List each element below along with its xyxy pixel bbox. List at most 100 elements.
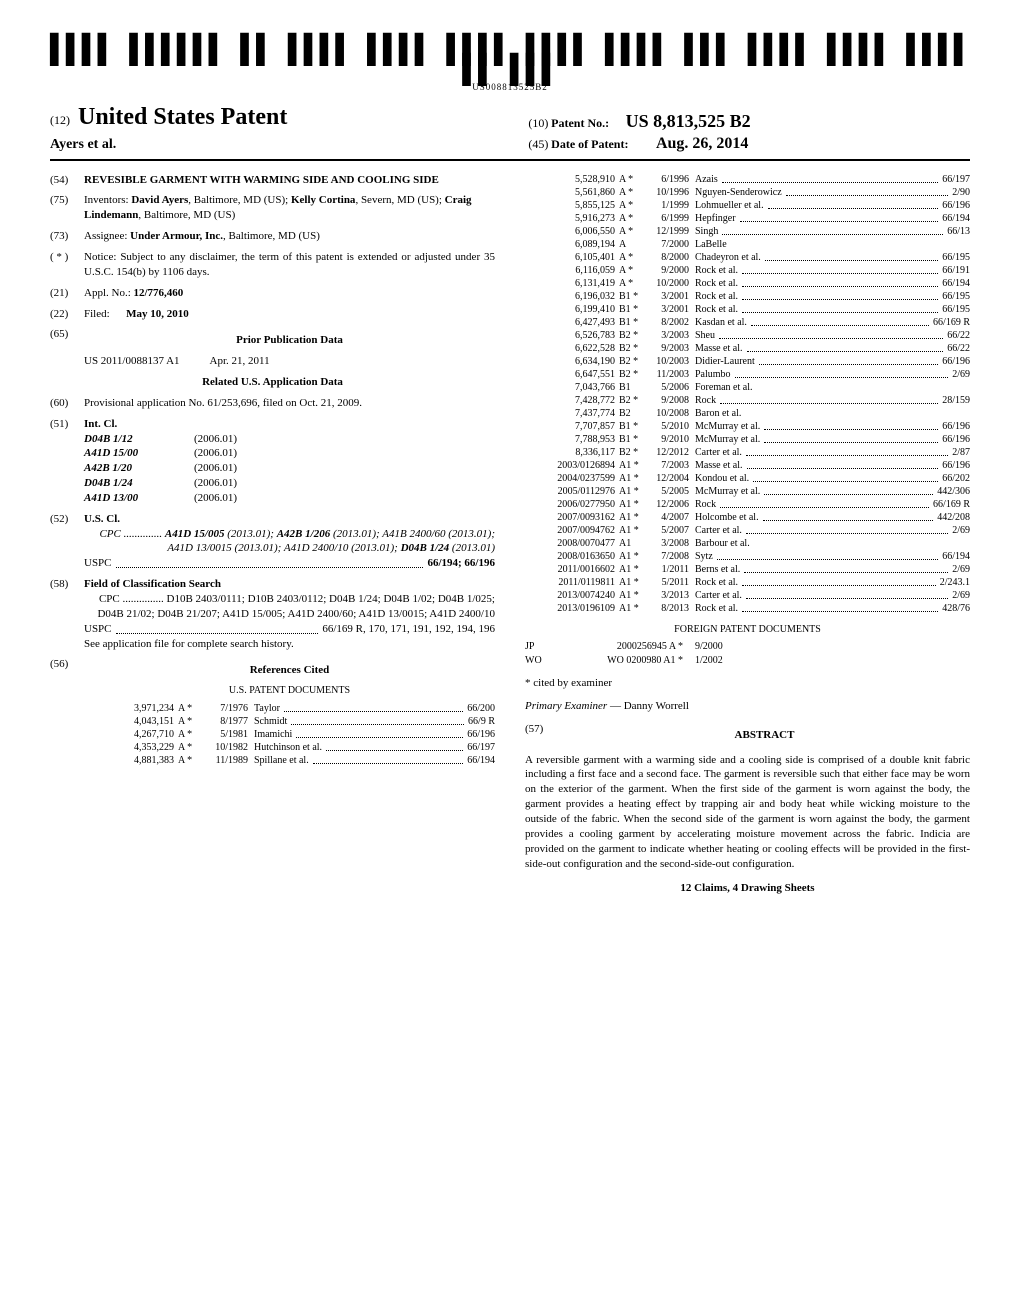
field-uspc-row: USPC 66/169 R, 170, 171, 191, 192, 194, … [84,622,495,637]
reference-row: 2005/0112976A1 *5/2005McMurray et al.442… [525,485,970,498]
patno-prefix: (10) [528,116,548,130]
dop-prefix: (45) [528,137,548,151]
foreign-reference-row: JP2000256945 A *9/2000 [525,640,970,654]
field-label: Field of Classification Search [84,577,495,592]
reference-row: 6,196,032B1 *3/2001Rock et al.66/195 [525,290,970,303]
intcl-row: A42B 1/20(2006.01) [84,461,495,476]
biblio-num: (54) [50,173,84,188]
reference-row: 6,105,401A *8/2000Chadeyron et al.66/195 [525,251,970,264]
barcode-region: ▌▌▌▌ ▌▌▌▌▌▌ ▌▌ ▌▌▌▌ ▌▌▌▌ ▌▌▌▌ ▌▌▌▌ ▌▌▌▌ … [50,40,970,93]
filed-label: Filed: [84,308,110,320]
reference-row: 6,089,194A7/2000LaBelle [525,238,970,251]
reference-row: 6,427,493B1 *8/2002Kasdan et al.66/169 R [525,316,970,329]
biblio-title: (54) REVESIBLE GARMENT WITH WARMING SIDE… [50,173,495,188]
reference-row: 6,647,551B2 *11/2003Palumbo2/69 [525,368,970,381]
intcl-row: D04B 1/12(2006.01) [84,432,495,447]
inventors-label: Inventors: [84,194,129,206]
reference-row: 2003/0126894A1 *7/2003Masse et al.66/196 [525,459,970,472]
intcl-row: A41D 15/00(2006.01) [84,446,495,461]
header-title: United States Patent [78,101,287,133]
reference-row: 6,199,410B1 *3/2001Rock et al.66/195 [525,303,970,316]
field-note: See application file for complete search… [84,637,495,652]
field-cpc: CPC ............... D10B 2403/0111; D10B… [84,592,495,622]
reference-row: 7,437,774B210/2008Baron et al. [525,407,970,420]
abstract-title: ABSTRACT [559,728,970,743]
refs-subtitle: U.S. PATENT DOCUMENTS [84,684,495,698]
foreign-title: FOREIGN PATENT DOCUMENTS [525,623,970,637]
reference-row: 5,916,273A *6/1999Hepfinger66/194 [525,212,970,225]
applno-label: Appl. No.: [84,287,131,299]
reference-row: 5,561,860A *10/1996Nguyen-Senderowicz2/9… [525,186,970,199]
reference-row: 2008/0070477A13/2008Barbour et al. [525,537,970,550]
biblio-priorpub: (65) Prior Publication Data US 2011/0088… [50,327,495,369]
patno-value: US 8,813,525 B2 [626,111,751,131]
reference-row: 7,043,766B15/2006Foreman et al. [525,381,970,394]
related-title: Related U.S. Application Data [50,375,495,390]
reference-row: 2004/0237599A1 *12/2004Kondou et al.66/2… [525,472,970,485]
barcode-block: ▌▌▌▌ ▌▌▌▌▌▌ ▌▌ ▌▌▌▌ ▌▌▌▌ ▌▌▌▌ ▌▌▌▌ ▌▌▌▌ … [50,40,970,93]
biblio-intcl: (51) Int. Cl. D04B 1/12(2006.01)A41D 15/… [50,417,495,506]
dop-value: Aug. 26, 2014 [656,135,748,152]
reference-row: 6,622,528B2 *9/2003Masse et al.66/22 [525,342,970,355]
reference-row: 6,006,550A *12/1999Singh66/13 [525,225,970,238]
reference-row: 2007/0094762A1 *5/2007Carter et al.2/69 [525,524,970,537]
claims-line: 12 Claims, 4 Drawing Sheets [525,881,970,896]
related-body: Provisional application No. 61/253,696, … [84,396,495,411]
reference-row: 7,707,857B1 *5/2010McMurray et al.66/196 [525,420,970,433]
assignee-value: Under Armour, Inc., Baltimore, MD (US) [130,230,320,242]
intcl-label: Int. Cl. [84,417,495,432]
cpc-text: CPC .............. A41D 15/005 (2013.01)… [84,527,495,557]
filed-value: May 10, 2010 [126,308,189,320]
reference-row: 7,428,772B2 *9/2008Rock28/159 [525,394,970,407]
applno-value: 12/776,460 [134,287,184,299]
uscl-label: U.S. Cl. [84,512,495,527]
reference-row: 4,881,383A *11/1989Spillane et al.66/194 [84,754,495,767]
reference-row: 2013/0074240A1 *3/2013Carter et al.2/69 [525,589,970,602]
notice-value: Subject to any disclaimer, the term of t… [84,251,495,278]
reference-row: 6,526,783B2 *3/2003Sheu66/22 [525,329,970,342]
reference-row: 3,971,234A *7/1976Taylor66/200 [84,702,495,715]
reference-row: 2011/0016602A1 *1/2011Berns et al.2/69 [525,563,970,576]
prior-pub-title: Prior Publication Data [84,333,495,348]
dop-label: Date of Patent: [551,137,628,151]
intcl-row: D04B 1/24(2006.01) [84,476,495,491]
uspc-value: 66/194; 66/196 [427,556,495,571]
cited-note: * cited by examiner [525,676,970,691]
biblio-assignee: (73) Assignee: Under Armour, Inc., Balti… [50,229,495,244]
header-prefix: (12) [50,112,70,128]
biblio-notice: ( * ) Notice: Subject to any disclaimer,… [50,250,495,280]
reference-row: 6,634,190B2 *10/2003Didier-Laurent66/196 [525,355,970,368]
reference-row: 6,131,419A *10/2000Rock et al.66/194 [525,277,970,290]
reference-row: 2013/0196109A1 *8/2013Rock et al.428/76 [525,602,970,615]
biblio-related: (60) Provisional application No. 61/253,… [50,396,495,411]
patent-header: (12) United States Patent Ayers et al. (… [50,101,970,160]
prior-pub-date: Apr. 21, 2011 [210,354,270,369]
right-column: 5,528,910A *6/1996Azais66/1975,561,860A … [525,173,970,897]
reference-row: 6,116,059A *9/2000Rock et al.66/191 [525,264,970,277]
reference-row: 7,788,953B1 *9/2010McMurray et al.66/196 [525,433,970,446]
reference-row: 4,043,151A *8/1977Schmidt66/9 R [84,715,495,728]
reference-row: 5,528,910A *6/1996Azais66/197 [525,173,970,186]
uspc-label: USPC [84,556,112,571]
prior-pub-no: US 2011/0088137 A1 [84,354,180,369]
reference-row: 5,855,125A *1/1999Lohmueller et al.66/19… [525,199,970,212]
header-authors: Ayers et al. [50,136,492,155]
left-column: (54) REVESIBLE GARMENT WITH WARMING SIDE… [50,173,495,897]
abstract-num: (57) [525,722,559,749]
biblio-refs: (56) References Cited U.S. PATENT DOCUME… [50,657,495,766]
reference-row: 4,267,710A *5/1981Imamichi66/196 [84,728,495,741]
examiner-label: Primary Examiner [525,700,607,712]
notice-label: Notice: [84,251,116,263]
biblio-inventors: (75) Inventors: David Ayers, Baltimore, … [50,193,495,223]
patno-label: Patent No.: [551,116,609,130]
reference-row: 2007/0093162A1 *4/2007Holcombe et al.442… [525,511,970,524]
invention-title: REVESIBLE GARMENT WITH WARMING SIDE AND … [84,173,495,188]
assignee-label: Assignee: [84,230,127,242]
biblio-uscl: (52) U.S. Cl. CPC .............. A41D 15… [50,512,495,571]
biblio-applno: (21) Appl. No.: 12/776,460 [50,286,495,301]
examiner-value: — Danny Worrell [610,700,689,712]
inventors-value: David Ayers, Baltimore, MD (US); Kelly C… [84,194,472,221]
biblio-field: (58) Field of Classification Search CPC … [50,577,495,651]
foreign-reference-row: WOWO 0200980 A1 *1/2002 [525,654,970,668]
refs-title: References Cited [84,663,495,678]
